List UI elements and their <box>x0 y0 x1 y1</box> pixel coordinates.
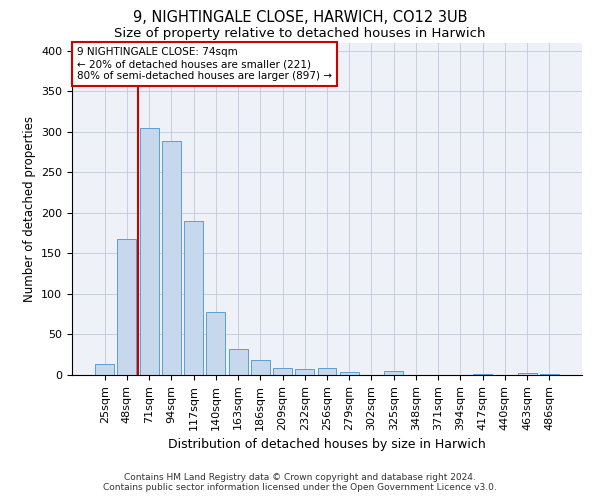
Bar <box>540 374 559 375</box>
Bar <box>251 360 270 375</box>
Bar <box>295 368 314 375</box>
Bar <box>384 371 403 375</box>
Bar <box>229 349 248 375</box>
Bar <box>317 368 337 375</box>
Bar <box>473 374 492 375</box>
Text: 9, NIGHTINGALE CLOSE, HARWICH, CO12 3UB: 9, NIGHTINGALE CLOSE, HARWICH, CO12 3UB <box>133 10 467 25</box>
Bar <box>162 142 181 375</box>
Bar <box>273 368 292 375</box>
Bar <box>95 364 114 375</box>
Bar <box>206 312 225 375</box>
X-axis label: Distribution of detached houses by size in Harwich: Distribution of detached houses by size … <box>168 438 486 451</box>
Y-axis label: Number of detached properties: Number of detached properties <box>23 116 35 302</box>
Text: Contains HM Land Registry data © Crown copyright and database right 2024.
Contai: Contains HM Land Registry data © Crown c… <box>103 473 497 492</box>
Bar <box>118 239 136 375</box>
Bar <box>140 128 158 375</box>
Bar <box>518 374 536 375</box>
Text: 9 NIGHTINGALE CLOSE: 74sqm
← 20% of detached houses are smaller (221)
80% of sem: 9 NIGHTINGALE CLOSE: 74sqm ← 20% of deta… <box>77 48 332 80</box>
Bar <box>340 372 359 375</box>
Text: Size of property relative to detached houses in Harwich: Size of property relative to detached ho… <box>114 28 486 40</box>
Bar <box>184 221 203 375</box>
